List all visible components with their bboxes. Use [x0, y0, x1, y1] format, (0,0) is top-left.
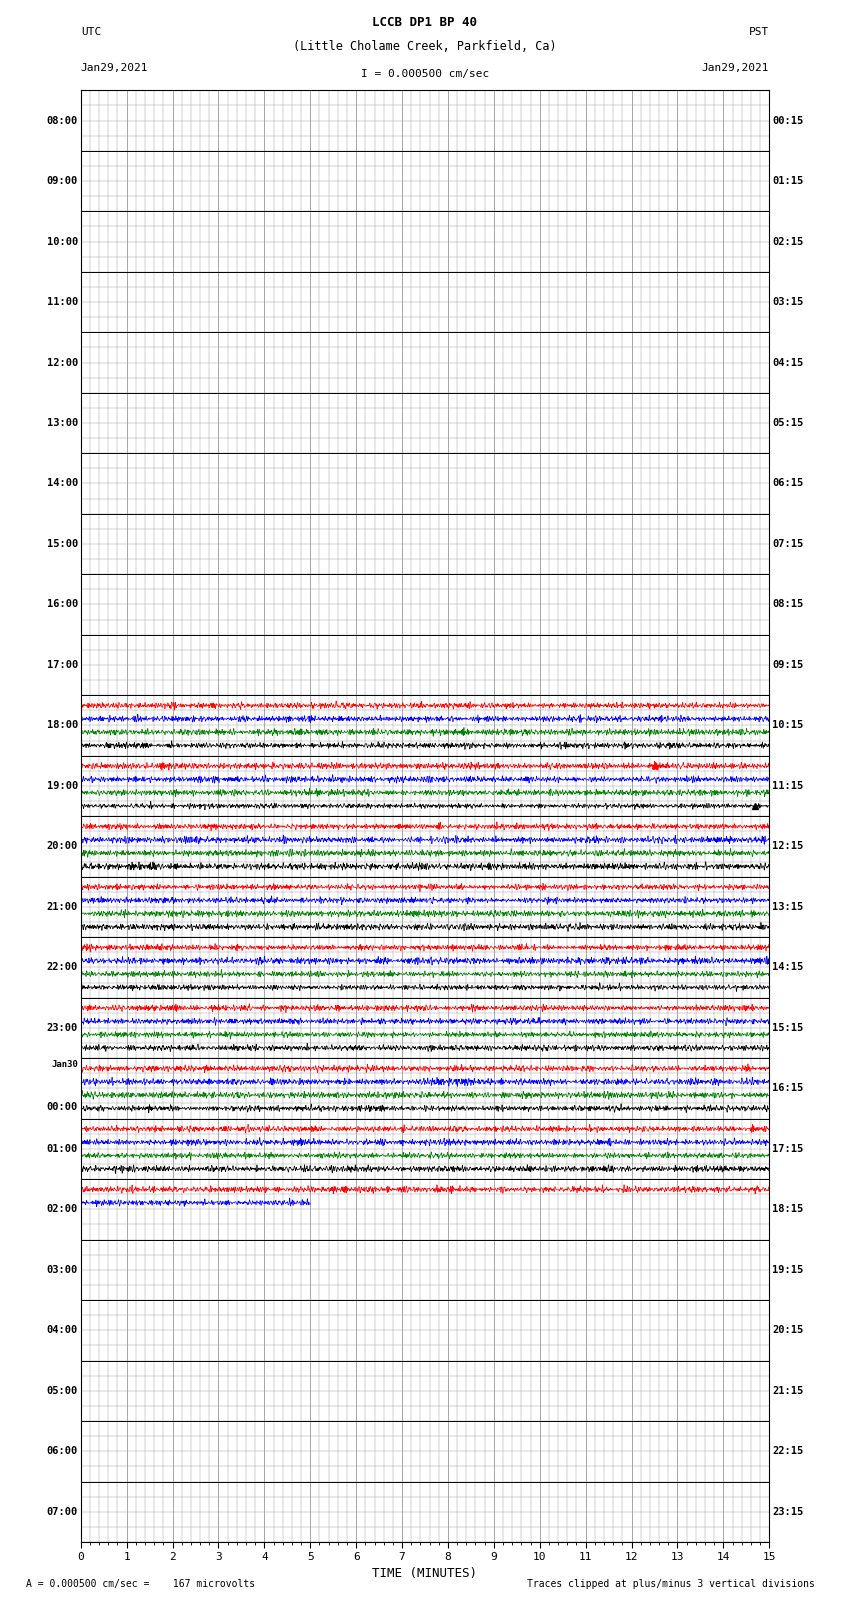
Text: 00:00: 00:00 [47, 1102, 78, 1111]
Text: 01:00: 01:00 [47, 1144, 78, 1153]
Text: 02:00: 02:00 [47, 1205, 78, 1215]
Text: 05:00: 05:00 [47, 1386, 78, 1395]
Text: 10:00: 10:00 [47, 237, 78, 247]
Text: 05:15: 05:15 [772, 418, 803, 427]
Text: 17:15: 17:15 [772, 1144, 803, 1153]
Text: 08:00: 08:00 [47, 116, 78, 126]
Text: 03:00: 03:00 [47, 1265, 78, 1274]
Text: 19:15: 19:15 [772, 1265, 803, 1274]
Text: 18:15: 18:15 [772, 1205, 803, 1215]
Text: 08:15: 08:15 [772, 600, 803, 610]
Text: 17:00: 17:00 [47, 660, 78, 669]
Text: 04:00: 04:00 [47, 1326, 78, 1336]
Text: 13:15: 13:15 [772, 902, 803, 911]
Text: 15:00: 15:00 [47, 539, 78, 548]
Text: 07:15: 07:15 [772, 539, 803, 548]
Text: 20:00: 20:00 [47, 842, 78, 852]
Text: 09:15: 09:15 [772, 660, 803, 669]
Text: 06:15: 06:15 [772, 479, 803, 489]
Text: 15:15: 15:15 [772, 1023, 803, 1032]
Text: 06:00: 06:00 [47, 1447, 78, 1457]
Text: 03:15: 03:15 [772, 297, 803, 306]
Text: (Little Cholame Creek, Parkfield, Ca): (Little Cholame Creek, Parkfield, Ca) [293, 40, 557, 53]
Text: 19:00: 19:00 [47, 781, 78, 790]
Text: 14:15: 14:15 [772, 963, 803, 973]
Text: UTC: UTC [81, 27, 101, 37]
Text: 20:15: 20:15 [772, 1326, 803, 1336]
Text: PST: PST [749, 27, 769, 37]
Text: 12:15: 12:15 [772, 842, 803, 852]
Text: 12:00: 12:00 [47, 358, 78, 368]
Text: 23:15: 23:15 [772, 1507, 803, 1516]
X-axis label: TIME (MINUTES): TIME (MINUTES) [372, 1566, 478, 1579]
Text: 02:15: 02:15 [772, 237, 803, 247]
Text: A = 0.000500 cm/sec =    167 microvolts: A = 0.000500 cm/sec = 167 microvolts [26, 1579, 255, 1589]
Text: 07:00: 07:00 [47, 1507, 78, 1516]
Text: 22:15: 22:15 [772, 1447, 803, 1457]
Text: 04:15: 04:15 [772, 358, 803, 368]
Text: 18:00: 18:00 [47, 721, 78, 731]
Text: LCCB DP1 BP 40: LCCB DP1 BP 40 [372, 16, 478, 29]
Text: 13:00: 13:00 [47, 418, 78, 427]
Text: 10:15: 10:15 [772, 721, 803, 731]
Text: Jan29,2021: Jan29,2021 [81, 63, 148, 73]
Text: 21:15: 21:15 [772, 1386, 803, 1395]
Text: Jan30: Jan30 [51, 1060, 78, 1069]
Text: 21:00: 21:00 [47, 902, 78, 911]
Text: 00:15: 00:15 [772, 116, 803, 126]
Text: 16:00: 16:00 [47, 600, 78, 610]
Text: 22:00: 22:00 [47, 963, 78, 973]
Text: 23:00: 23:00 [47, 1023, 78, 1032]
Text: 11:15: 11:15 [772, 781, 803, 790]
Text: I = 0.000500 cm/sec: I = 0.000500 cm/sec [361, 69, 489, 79]
Text: 11:00: 11:00 [47, 297, 78, 306]
Text: 14:00: 14:00 [47, 479, 78, 489]
Text: 09:00: 09:00 [47, 176, 78, 185]
Text: 01:15: 01:15 [772, 176, 803, 185]
Text: Traces clipped at plus/minus 3 vertical divisions: Traces clipped at plus/minus 3 vertical … [527, 1579, 815, 1589]
Text: Jan29,2021: Jan29,2021 [702, 63, 769, 73]
Text: 16:15: 16:15 [772, 1084, 803, 1094]
